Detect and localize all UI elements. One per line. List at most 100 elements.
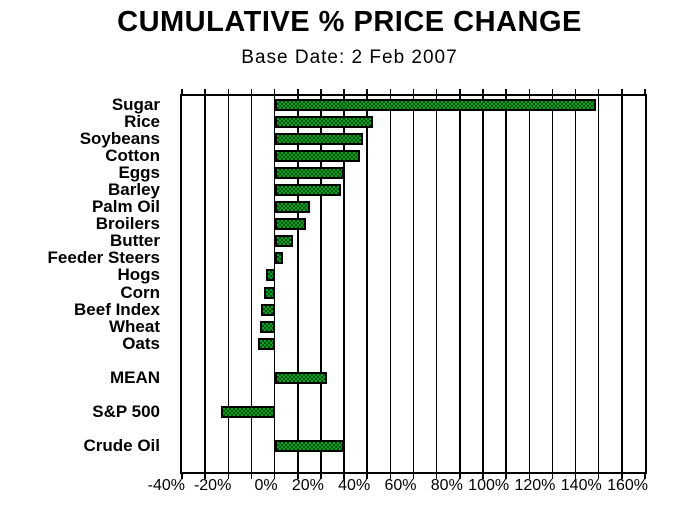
bar-broilers	[274, 218, 306, 231]
x-axis-tick	[343, 89, 345, 94]
category-label: Rice	[124, 111, 160, 131]
gridline	[366, 96, 368, 472]
gridline	[621, 96, 623, 472]
category-label: Oats	[122, 333, 160, 353]
x-tick-label: 20%	[291, 477, 324, 494]
x-axis-tick	[574, 89, 577, 94]
x-axis-tick	[621, 89, 623, 94]
bar-s-p-500	[221, 406, 275, 419]
bar-sugar	[274, 98, 597, 111]
category-label: Eggs	[118, 162, 160, 182]
x-axis-tick	[551, 474, 554, 479]
x-axis-tick	[459, 89, 461, 94]
gridline	[343, 96, 345, 472]
category-label: Butter	[109, 231, 160, 251]
category-label: Sugar	[111, 94, 160, 114]
x-axis-tick	[204, 89, 206, 94]
x-axis-tick	[435, 89, 438, 94]
bar-eggs	[274, 166, 345, 179]
category-label: Cotton	[105, 145, 160, 165]
category-label: Soybeans	[79, 128, 160, 148]
x-axis-tick	[505, 89, 507, 94]
gridline	[482, 96, 484, 472]
x-axis-tick	[505, 474, 507, 479]
bar-wheat	[259, 320, 275, 333]
gridline	[227, 96, 230, 472]
category-label: Broilers	[95, 214, 160, 234]
bar-mean	[274, 372, 327, 384]
x-axis-tick	[597, 89, 600, 94]
gridline	[412, 96, 415, 472]
x-axis-tick	[366, 474, 368, 479]
chart-subtitle: Base Date: 2 Feb 2007	[241, 47, 458, 68]
category-label: Beef Index	[74, 299, 160, 319]
gridline	[320, 96, 322, 472]
bar-hogs	[266, 269, 275, 282]
x-axis-tick	[320, 474, 322, 479]
x-axis-tick	[389, 89, 392, 94]
x-axis-tick	[297, 89, 299, 94]
category-label: Feeder Steers	[47, 248, 160, 268]
category-label: Wheat	[109, 316, 160, 336]
bar-soybeans	[274, 132, 363, 145]
x-axis-tick	[435, 474, 438, 479]
gridline	[551, 96, 554, 472]
x-axis-tick	[343, 474, 345, 479]
category-label: Palm Oil	[91, 197, 160, 217]
bar-feeder-steers	[274, 252, 283, 265]
bar-cotton	[274, 149, 361, 162]
bar-crude-oil	[274, 440, 345, 453]
x-tick-label: 120%	[514, 477, 556, 494]
x-axis-tick	[227, 89, 230, 94]
gridline	[250, 96, 253, 472]
bar-palm-oil	[274, 201, 311, 214]
category-label: MEAN	[109, 368, 160, 387]
x-tick-label: 60%	[384, 477, 417, 494]
x-axis-tick	[482, 89, 484, 94]
chart-title: CUMULATIVE % PRICE CHANGE	[117, 6, 582, 38]
category-label: Corn	[120, 282, 160, 302]
x-axis-tick	[273, 89, 276, 94]
bar-oats	[258, 337, 275, 350]
x-axis-tick	[412, 474, 415, 479]
bar-rice	[274, 115, 373, 128]
bar-beef-index	[260, 303, 275, 316]
x-axis-tick	[482, 474, 484, 479]
x-tick-label: -20%	[193, 477, 232, 494]
x-axis-tick	[320, 89, 322, 94]
x-axis-tick	[204, 474, 206, 479]
x-axis-tick	[250, 89, 253, 94]
bar-barley	[274, 184, 341, 196]
category-label: Barley	[108, 180, 160, 199]
x-axis-tick	[528, 89, 530, 94]
gridline	[505, 96, 507, 472]
x-axis-tick	[227, 474, 230, 479]
category-label: Hogs	[117, 265, 161, 285]
gridline	[435, 96, 438, 472]
x-tick-label: -40%	[147, 477, 185, 494]
x-axis-tick	[528, 474, 530, 479]
category-label: S&P 500	[92, 402, 160, 422]
x-axis-tick	[412, 89, 415, 94]
gridline	[273, 96, 276, 472]
x-axis-tick	[574, 474, 577, 479]
gridline	[528, 96, 530, 472]
x-axis-tick	[621, 474, 623, 479]
x-axis-tick	[250, 474, 253, 479]
x-axis-tick	[181, 474, 183, 479]
x-tick-label: 100%	[468, 477, 510, 494]
category-label: Crude Oil	[83, 436, 160, 456]
gridline	[459, 96, 461, 472]
x-axis-tick	[181, 89, 183, 94]
gridline	[297, 96, 299, 472]
gridline	[574, 96, 577, 472]
x-axis-tick	[366, 89, 368, 94]
x-tick-label: 0%	[254, 477, 278, 494]
bar-butter	[274, 235, 294, 248]
x-axis-tick	[644, 474, 646, 479]
x-axis-tick	[297, 474, 299, 479]
x-axis-tick	[551, 89, 554, 94]
x-tick-label: 140%	[560, 477, 602, 494]
x-axis-tick	[273, 474, 276, 479]
